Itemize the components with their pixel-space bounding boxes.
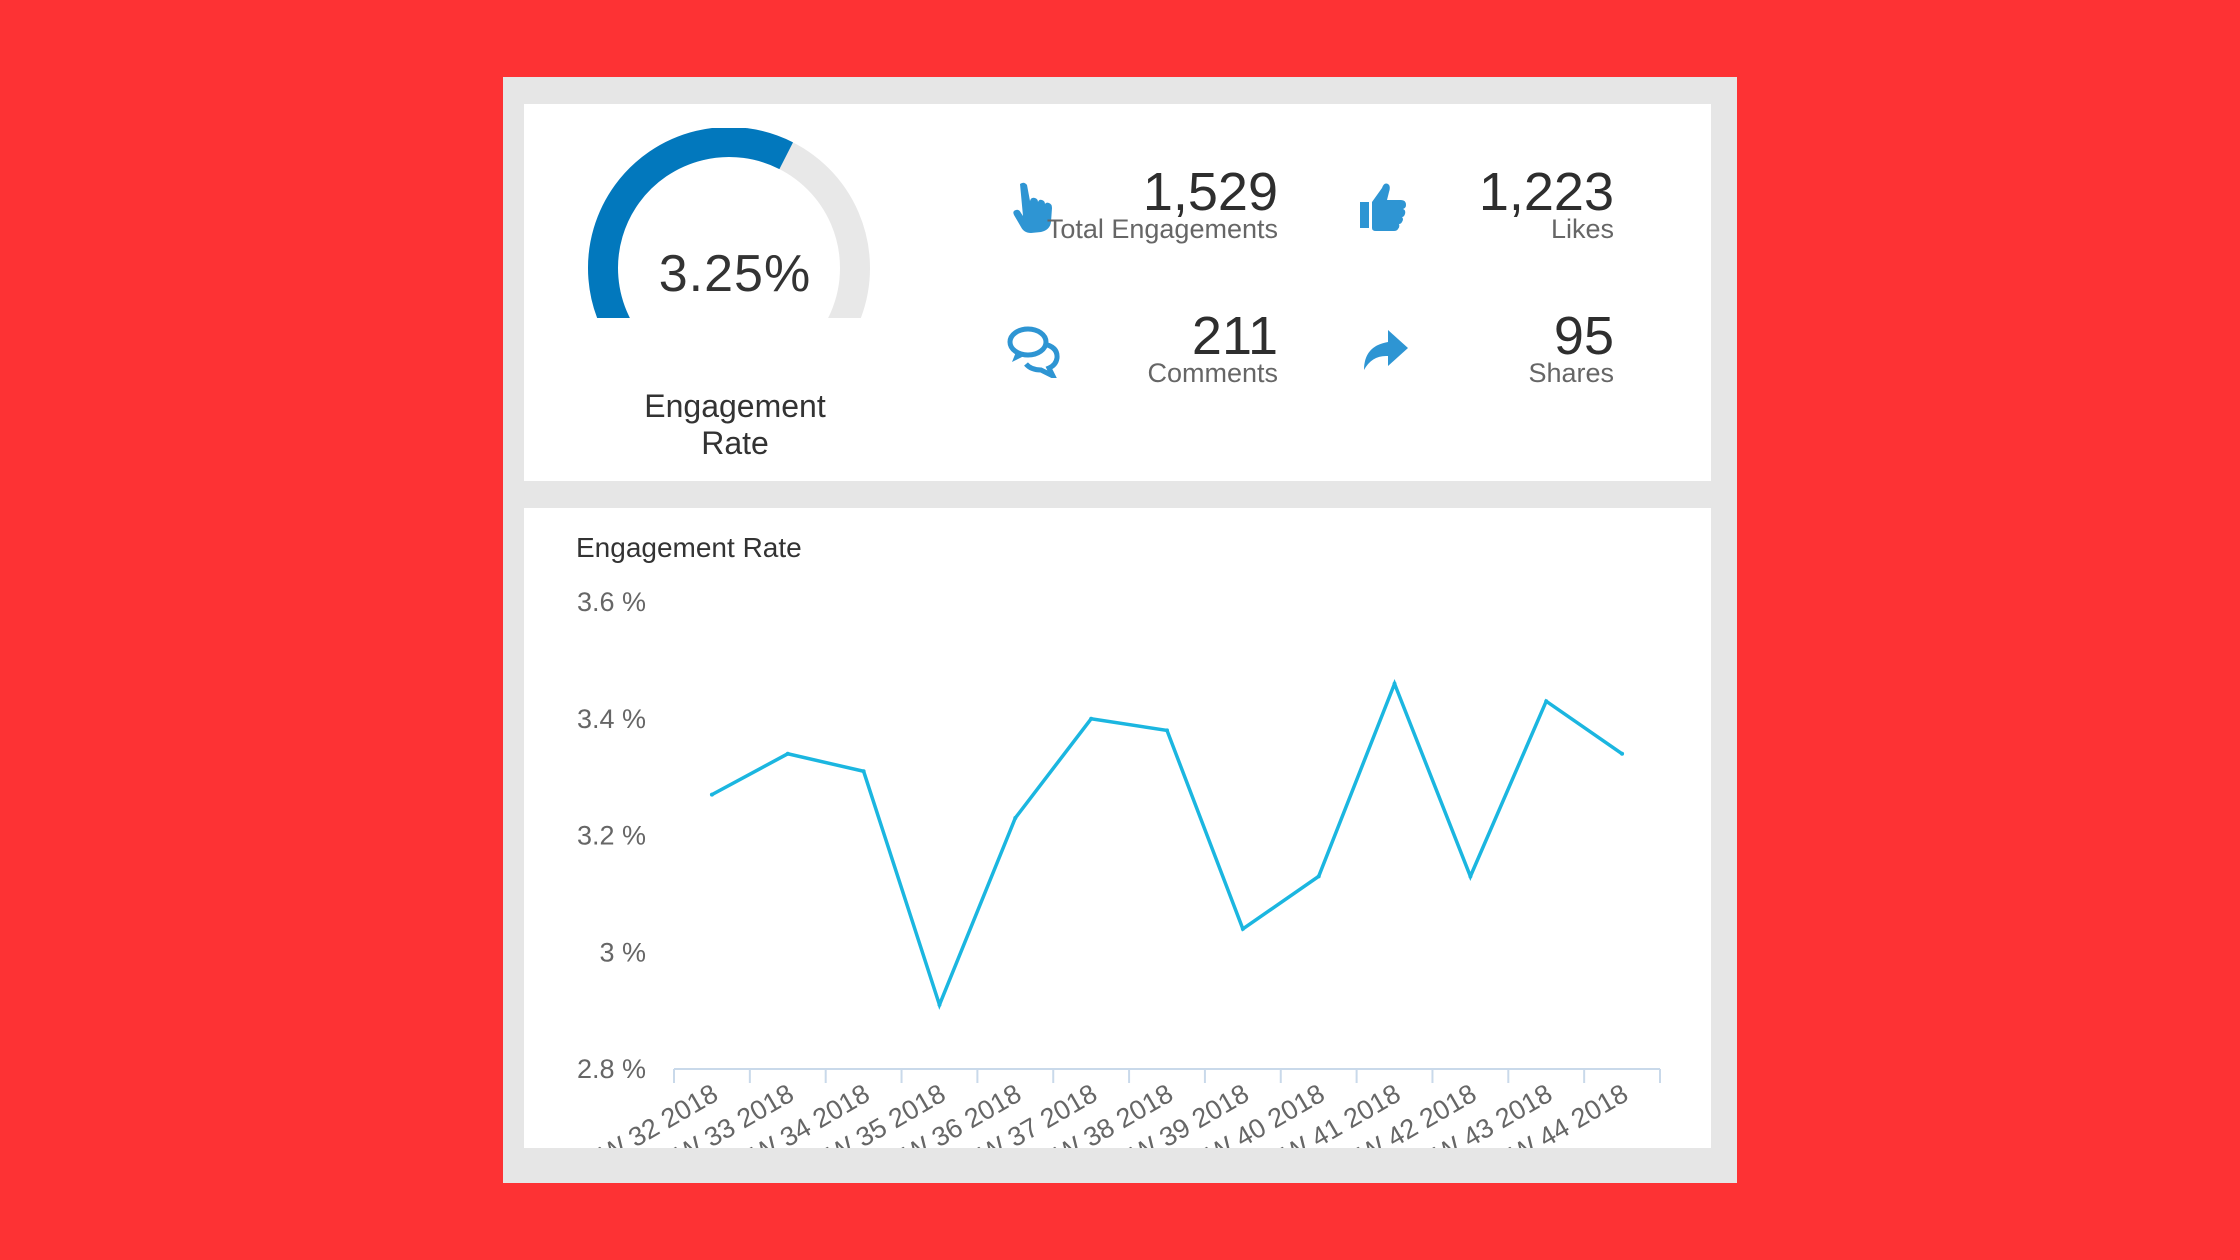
kpi-comments-label: Comments <box>1147 358 1278 388</box>
data-point <box>1620 751 1625 756</box>
y-tick-label: 3.4 % <box>577 704 646 734</box>
gauge-fill <box>588 128 793 318</box>
gauge-label: Engagement Rate <box>644 388 826 461</box>
data-point <box>1544 699 1549 704</box>
dashboard-frame: 3.25% Engagement Rate 1,529 Total Engage… <box>503 77 1737 1183</box>
data-point <box>709 792 714 797</box>
engagement-rate-gauge <box>588 128 870 318</box>
kpi-likes-label: Likes <box>1550 214 1614 244</box>
data-point <box>1165 728 1169 733</box>
data-point <box>785 751 790 756</box>
kpi-comments: 211 Comments <box>1006 308 1278 400</box>
chart-panel: 3.6 % 3.4 % 3.2 % 3 % 2.8 % W 32 2018 W 33 201… <box>524 508 1711 1148</box>
kpi-total-value: 1,529 <box>1142 162 1278 222</box>
y-tick-label: 3.6 % <box>577 587 646 617</box>
kpi-shares-label: Shares <box>1528 358 1614 388</box>
kpi-shares: 95 Shares <box>1356 308 1614 400</box>
gauge-value: 3.25% <box>658 245 812 303</box>
kpi-likes-value: 1,223 <box>1478 162 1614 222</box>
y-tick-label: 3.2 % <box>577 821 646 851</box>
share-arrow-icon <box>1364 330 1408 370</box>
kpi-shares-value: 95 <box>1553 306 1614 366</box>
pointing-hand-icon <box>1013 182 1052 233</box>
kpi-comments-value: 211 <box>1191 306 1278 366</box>
kpi-panel: 3.25% Engagement Rate 1,529 Total Engage… <box>524 104 1711 481</box>
speech-bubbles-icon <box>1007 326 1060 378</box>
y-tick-label: 2.8 % <box>577 1054 646 1084</box>
chart-title: Engagement Rate <box>576 532 802 563</box>
data-point <box>1089 716 1094 721</box>
data-point <box>1316 874 1321 879</box>
kpi-likes: 1,223 Likes <box>1356 164 1614 256</box>
thumbs-up-icon <box>1360 183 1406 231</box>
data-point <box>1240 926 1245 931</box>
data-point <box>1392 681 1397 686</box>
y-tick-label: 3 % <box>599 937 646 967</box>
data-point <box>937 1002 942 1007</box>
kpi-total-label: Total Engagements <box>1046 214 1278 244</box>
data-point <box>1013 815 1018 820</box>
kpi-total-engagements: 1,529 Total Engagements <box>1006 164 1278 256</box>
data-point <box>861 769 866 774</box>
data-point <box>1468 874 1473 879</box>
